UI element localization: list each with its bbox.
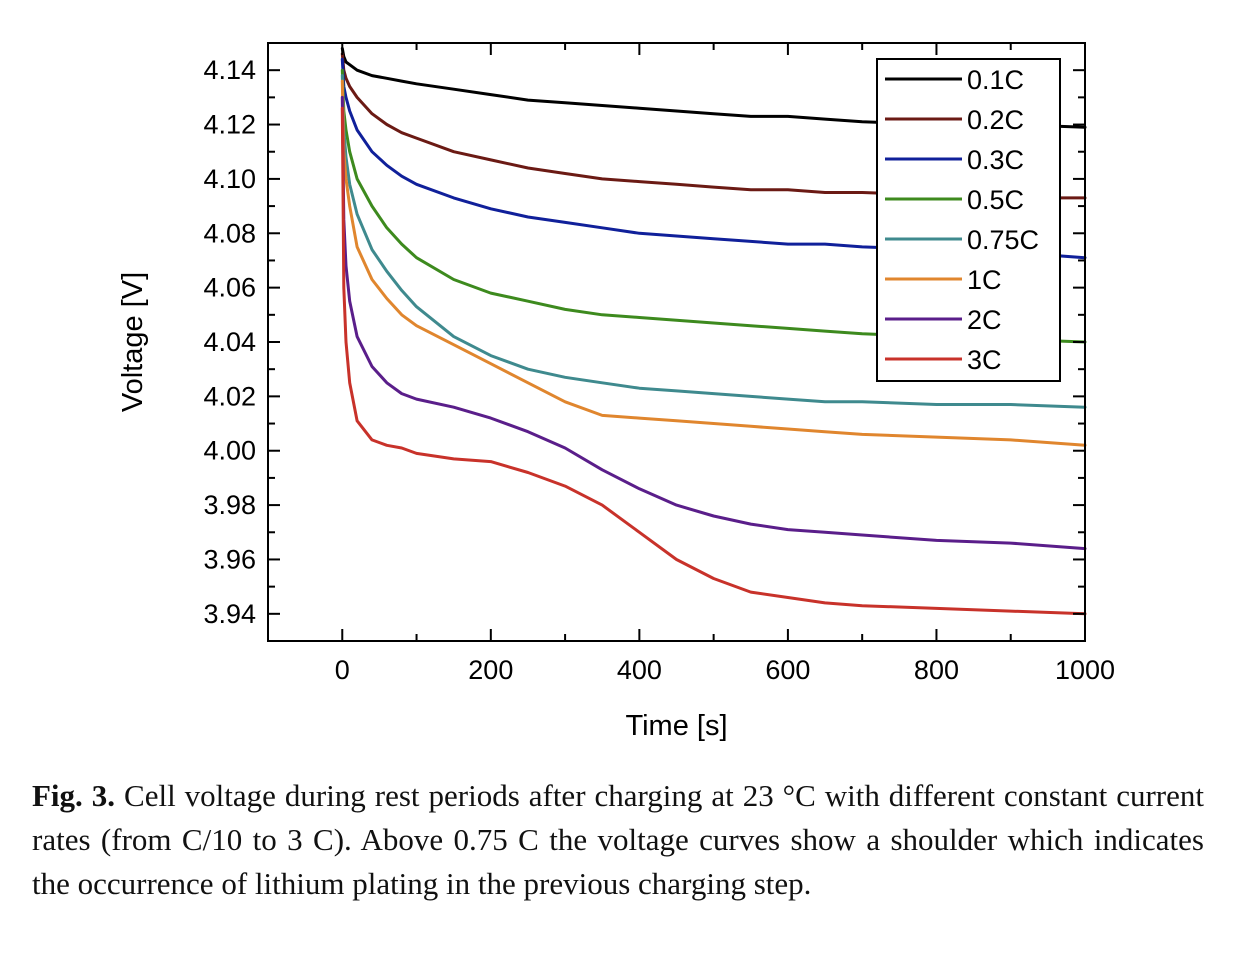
y-axis-title: Voltage [V] [117, 272, 149, 412]
legend-label: 2C [967, 305, 1002, 335]
legend-label: 1C [967, 265, 1002, 295]
x-tick-label: 400 [617, 655, 662, 685]
series-line-0_3C [340, 57, 1087, 260]
y-tick-label: 4.14 [203, 55, 256, 85]
y-tick-label: 3.98 [203, 490, 256, 520]
legend-label: 3C [967, 345, 1002, 375]
legend-label: 0.75C [967, 225, 1039, 255]
legend-label: 0.1C [967, 65, 1024, 95]
legend-label: 0.2C [967, 105, 1024, 135]
caption-label: Fig. 3. [32, 778, 116, 813]
y-tick-label: 4.12 [203, 110, 256, 140]
y-tick-label: 4.04 [203, 327, 256, 357]
series-line-2C [340, 95, 1087, 551]
series-line-3C [340, 106, 1087, 616]
y-tick-label: 4.08 [203, 218, 256, 248]
x-tick-label: 0 [335, 655, 350, 685]
series-line-0_1C [340, 46, 1087, 129]
legend: 0.1C 0.2C 0.3C 0.5C 0.75C 1C 2C 3C [876, 58, 1061, 382]
series-line-0_2C [340, 52, 1087, 200]
x-axis-title: Time [s] [625, 710, 727, 742]
x-tick-label: 600 [765, 655, 810, 685]
x-tick-label: 1000 [1055, 655, 1115, 685]
legend-label: 0.5C [967, 185, 1024, 215]
x-tick-label: 200 [468, 655, 513, 685]
y-tick-label: 4.00 [203, 436, 256, 466]
voltage-chart: 0 200 400 600 800 1000 3.94 3.96 3.98 4.00 4.02 4.0… [117, 42, 1115, 742]
series-layer [340, 46, 1087, 616]
y-tick-label: 3.96 [203, 544, 256, 574]
series-line-1C [340, 79, 1087, 447]
x-tick-label: 800 [914, 655, 959, 685]
axes-layer: 0 200 400 600 800 1000 3.94 3.96 3.98 4.00 4.02 4.0… [203, 42, 1115, 685]
series-line-0_75C [340, 74, 1087, 409]
legend-label: 0.3C [967, 145, 1024, 175]
y-tick-label: 4.06 [203, 273, 256, 303]
series-line-0_5C [340, 68, 1087, 344]
figure-caption: Fig. 3. Cell voltage during rest periods… [32, 774, 1204, 906]
legend-box [876, 58, 1061, 382]
y-tick-label: 4.10 [203, 164, 256, 194]
y-tick-label: 3.94 [203, 599, 256, 629]
caption-text: Cell voltage during rest periods after c… [32, 778, 1204, 901]
y-tick-label: 4.02 [203, 381, 256, 411]
